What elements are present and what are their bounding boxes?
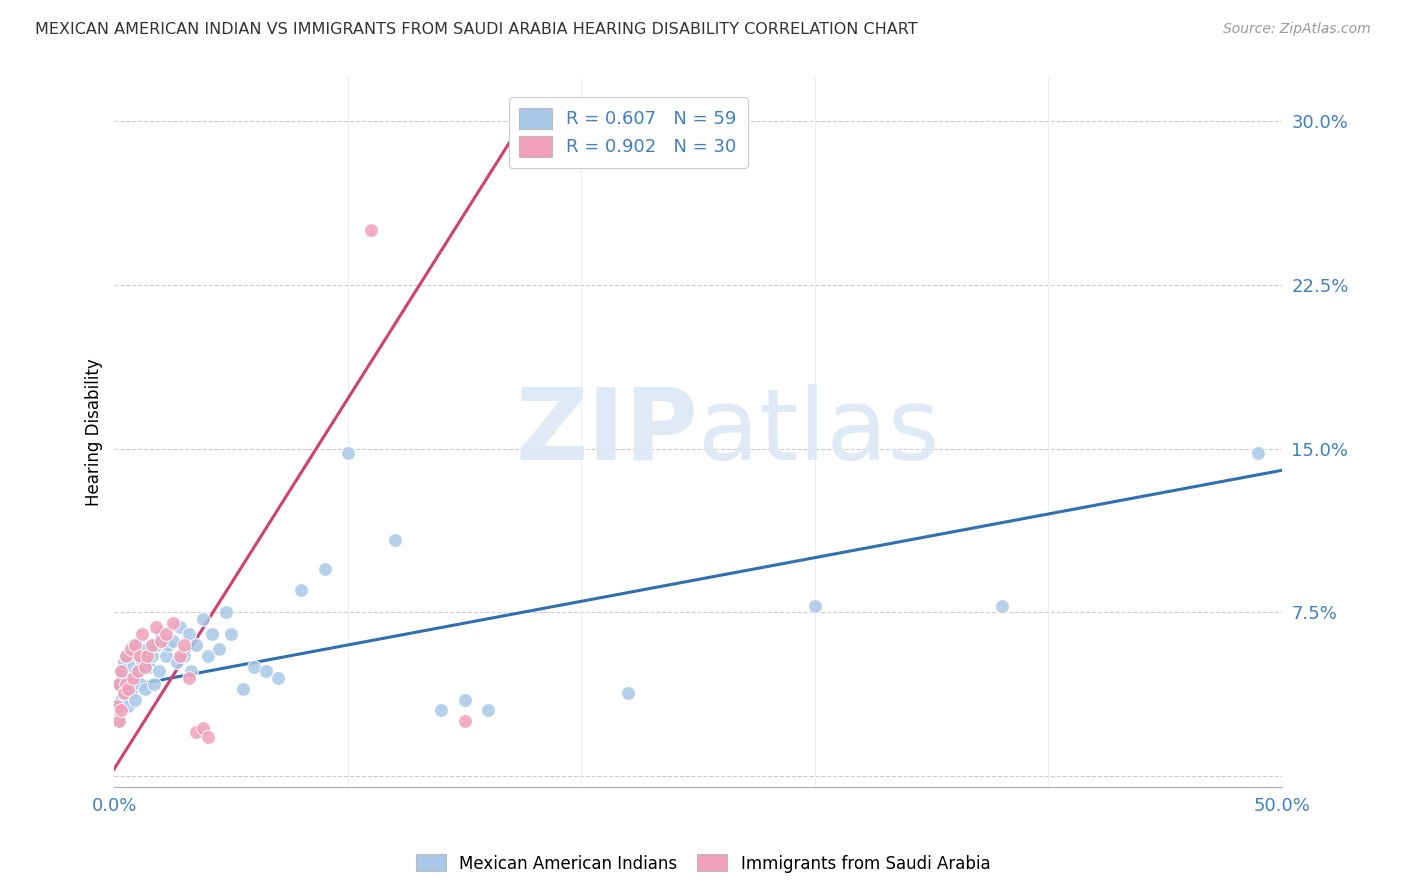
Point	[122, 671, 145, 685]
Point	[127, 648, 149, 663]
Point	[122, 638, 145, 652]
Point	[384, 533, 406, 548]
Point	[990, 599, 1012, 613]
Text: MEXICAN AMERICAN INDIAN VS IMMIGRANTS FROM SAUDI ARABIA HEARING DISABILITY CORRE: MEXICAN AMERICAN INDIAN VS IMMIGRANTS FR…	[35, 22, 918, 37]
Text: Source: ZipAtlas.com: Source: ZipAtlas.com	[1223, 22, 1371, 37]
Point	[136, 648, 159, 663]
Point	[120, 686, 142, 700]
Point	[129, 648, 152, 663]
Point	[173, 638, 195, 652]
Text: ZIP: ZIP	[515, 384, 697, 481]
Point	[267, 671, 290, 685]
Point	[117, 671, 139, 685]
Point	[150, 627, 173, 641]
Point	[127, 664, 149, 678]
Point	[141, 648, 163, 663]
Point	[201, 627, 224, 641]
Point	[197, 648, 219, 663]
Point	[191, 721, 214, 735]
Point	[143, 677, 166, 691]
Point	[134, 660, 156, 674]
Point	[191, 612, 214, 626]
Point	[208, 642, 231, 657]
Point	[110, 664, 132, 678]
Point	[180, 664, 202, 678]
Point	[197, 730, 219, 744]
Point	[105, 699, 128, 714]
Point	[110, 703, 132, 717]
Point	[453, 714, 475, 729]
Point	[122, 660, 145, 674]
Point	[1247, 446, 1270, 460]
Point	[336, 446, 359, 460]
Point	[145, 620, 167, 634]
Point	[108, 677, 131, 691]
Point	[115, 677, 138, 691]
Point	[108, 714, 131, 729]
Point	[112, 686, 135, 700]
Point	[254, 664, 277, 678]
Point	[145, 638, 167, 652]
Legend: R = 0.607   N = 59, R = 0.902   N = 30: R = 0.607 N = 59, R = 0.902 N = 30	[509, 97, 748, 168]
Point	[117, 699, 139, 714]
Point	[124, 692, 146, 706]
Text: atlas: atlas	[697, 384, 939, 481]
Point	[115, 648, 138, 663]
Point	[360, 223, 382, 237]
Point	[134, 681, 156, 696]
Point	[232, 681, 254, 696]
Point	[162, 616, 184, 631]
Point	[155, 627, 177, 641]
Point	[105, 703, 128, 717]
Point	[150, 633, 173, 648]
Point	[115, 648, 138, 663]
Point	[219, 627, 242, 641]
Point	[120, 642, 142, 657]
Point	[131, 656, 153, 670]
Point	[112, 686, 135, 700]
Point	[136, 642, 159, 657]
Point	[169, 648, 191, 663]
Point	[141, 638, 163, 652]
Point	[110, 664, 132, 678]
Point	[184, 638, 207, 652]
Point	[477, 703, 499, 717]
Legend: Mexican American Indians, Immigrants from Saudi Arabia: Mexican American Indians, Immigrants fro…	[409, 847, 997, 880]
Point	[117, 681, 139, 696]
Point	[453, 692, 475, 706]
Point	[804, 599, 827, 613]
Point	[138, 660, 160, 674]
Point	[124, 638, 146, 652]
Point	[314, 561, 336, 575]
Point	[155, 648, 177, 663]
Point	[129, 677, 152, 691]
Point	[173, 648, 195, 663]
Point	[169, 620, 191, 634]
Point	[162, 633, 184, 648]
Point	[131, 627, 153, 641]
Point	[124, 671, 146, 685]
Point	[430, 703, 453, 717]
Point	[179, 671, 201, 685]
Point	[115, 681, 138, 696]
Point	[617, 686, 640, 700]
Point	[148, 664, 170, 678]
Point	[290, 583, 312, 598]
Point	[179, 627, 201, 641]
Point	[127, 664, 149, 678]
Point	[120, 642, 142, 657]
Point	[112, 656, 135, 670]
Point	[184, 725, 207, 739]
Point	[243, 660, 266, 674]
Point	[108, 677, 131, 691]
Point	[215, 605, 238, 619]
Y-axis label: Hearing Disability: Hearing Disability	[86, 359, 103, 506]
Point	[108, 714, 131, 729]
Point	[110, 692, 132, 706]
Point	[166, 656, 188, 670]
Point	[157, 638, 180, 652]
